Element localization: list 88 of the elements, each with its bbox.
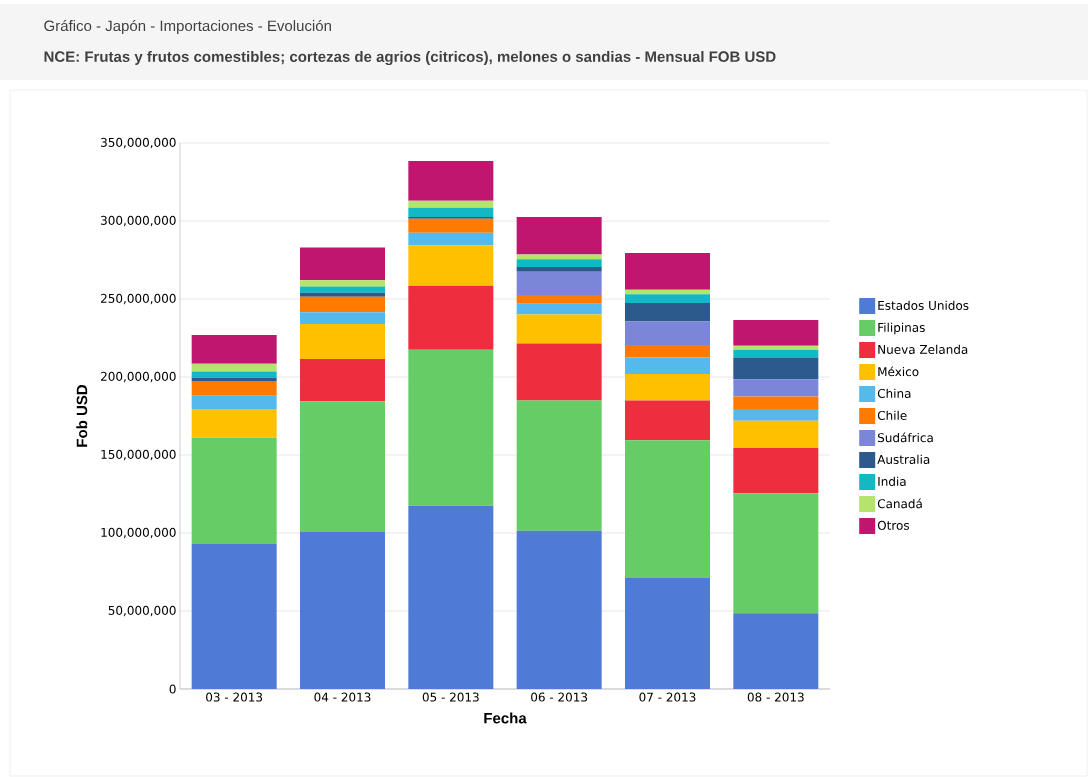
legend-label: Filipinas [878, 322, 925, 335]
x-tick-label: 06 - 2013 [531, 692, 588, 702]
x-axis-title: Fecha [484, 712, 527, 724]
bar [516, 303, 602, 315]
bar [516, 267, 602, 272]
bar [191, 437, 277, 544]
x-tick-label: 03 - 2013 [206, 692, 263, 702]
bar [733, 396, 819, 409]
bar [300, 401, 385, 532]
y-tick-label: 50,000,000 [108, 605, 176, 617]
bar [191, 543, 277, 689]
bar [516, 259, 602, 268]
legend-label: Canadá [877, 498, 922, 509]
bar [733, 320, 819, 346]
bar [625, 294, 710, 303]
x-tick-label: 04 - 2013 [314, 692, 371, 702]
bar [516, 343, 602, 401]
bar [625, 302, 710, 322]
bar [625, 577, 710, 689]
bar [625, 321, 710, 346]
bar [733, 345, 819, 350]
chart-title: Gráfico - Japón - Importaciones - Evolución [44, 19, 331, 35]
bar [733, 420, 819, 448]
bar [733, 349, 819, 358]
y-tick-label: 350,000,000 [101, 137, 176, 149]
bar [191, 395, 277, 409]
bar [300, 292, 385, 297]
y-tick-label: 200,000,000 [101, 371, 176, 383]
bar [625, 373, 710, 401]
bar [300, 280, 385, 287]
y-tick-label: 0 [169, 684, 176, 694]
bar [733, 379, 819, 397]
bar [408, 285, 494, 350]
bar [733, 613, 819, 689]
bar [408, 200, 494, 208]
legend-label: India [878, 476, 906, 486]
bar [516, 295, 602, 304]
bar [191, 363, 277, 372]
bar [408, 207, 494, 218]
bar [408, 218, 494, 233]
bar [408, 160, 494, 201]
bar [408, 349, 494, 506]
bar [300, 286, 385, 293]
legend-label: Chile [877, 410, 907, 420]
bar [516, 400, 602, 531]
y-axis-title: Fob USD [76, 384, 88, 447]
bar [516, 217, 602, 255]
legend-label: Estados Unidos [878, 300, 969, 310]
bar [733, 493, 819, 614]
bar [191, 408, 277, 438]
x-tick-label: 08 - 2013 [747, 692, 804, 702]
y-tick-label: 300,000,000 [101, 215, 176, 227]
chart-subtitle: NCE: Frutas y frutos comestibles; cortezas de agrios (citricos), melones o sandias - Mensual FOB USD [44, 50, 776, 66]
legend-label: Sudáfrica [877, 432, 933, 443]
bar [516, 314, 602, 344]
y-tick-label: 250,000,000 [101, 293, 176, 305]
bar [191, 377, 277, 381]
bar [300, 312, 385, 324]
y-tick-label: 100,000,000 [101, 527, 176, 539]
bar [300, 323, 385, 360]
y-tick-label: 150,000,000 [101, 449, 176, 461]
bar [191, 334, 277, 364]
bar [300, 359, 385, 402]
legend-label: Australia [877, 454, 930, 464]
bar [625, 345, 710, 358]
bar [300, 531, 385, 689]
bar [300, 247, 385, 281]
bar [408, 505, 494, 689]
bar [733, 357, 819, 380]
legend-label: Nueva Zelanda [878, 344, 968, 354]
bar [625, 400, 710, 441]
bar [733, 447, 819, 494]
legend-label: Otros [877, 520, 910, 530]
bar [625, 252, 710, 290]
bar [408, 245, 494, 286]
legend-label: México [878, 366, 919, 377]
bar [733, 408, 819, 421]
bar [625, 440, 710, 578]
bar [516, 271, 602, 296]
bar [625, 357, 710, 374]
bar [191, 380, 277, 396]
bar [300, 296, 385, 313]
x-tick-label: 07 - 2013 [639, 692, 696, 702]
x-tick-label: 05 - 2013 [422, 692, 479, 702]
bar [408, 232, 494, 246]
bar [516, 530, 602, 689]
bar [191, 371, 277, 378]
legend-label: China [877, 388, 911, 398]
